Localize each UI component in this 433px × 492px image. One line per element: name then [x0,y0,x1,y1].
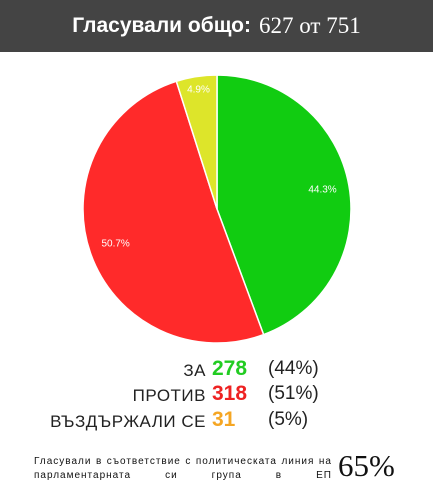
legend-label: ЗА [183,361,206,380]
slice-label: 4.9% [187,84,210,95]
slice-label: 44.3% [308,185,336,196]
header: Гласували общо: 627 от 751 [0,0,433,52]
header-title: Гласували общо: [72,14,251,37]
header-total: 627 от 751 [258,13,361,38]
legend-count: 278 [212,357,248,380]
slice-label: 50.7% [101,239,129,250]
legend-label: ПРОТИВ [132,386,206,405]
legend-share: (51%) [268,383,319,404]
legend-share: (44%) [268,358,319,379]
alignment-text: Гласували в съответствие с политическата… [34,456,332,481]
legend-label: ВЪЗДЪРЖАЛИ СЕ [50,412,206,431]
legend-share: (5%) [268,409,309,430]
legend-count: 318 [212,382,248,405]
pie-slice [216,74,352,336]
legend-row: ПРОТИВ 318 (51%) [0,382,433,408]
pie-slice [82,80,265,344]
alignment-value: 65% [338,448,395,483]
legend-row: ЗА 278 (44%) [0,357,433,383]
legend-row: ВЪЗДЪРЖАЛИ СЕ 31 (5%) [0,408,433,434]
pie-slice [175,74,218,210]
pie-chart: 44.3% 50.7% 4.9% [82,74,352,344]
legend-count: 31 [212,408,236,431]
